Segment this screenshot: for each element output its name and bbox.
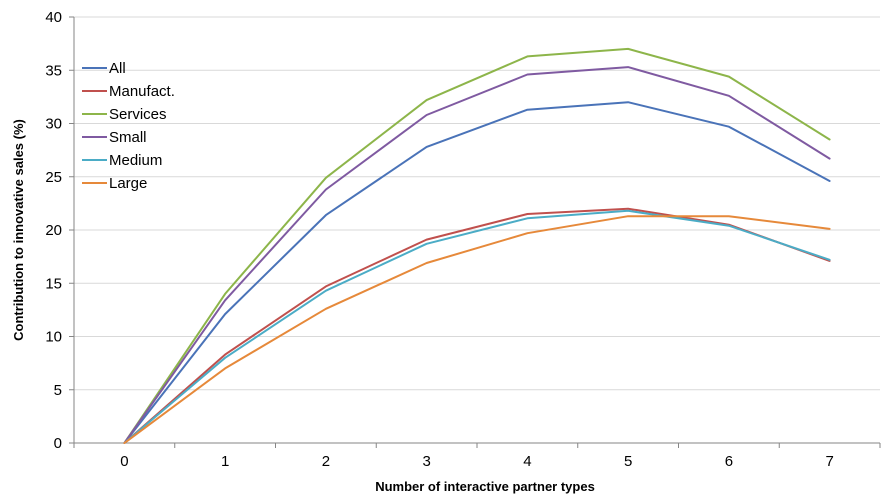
y-tick-label: 0 — [54, 435, 62, 452]
y-tick-label: 40 — [45, 9, 62, 26]
x-tick-label: 6 — [725, 453, 733, 470]
y-tick-label: 15 — [45, 275, 62, 292]
legend-label: All — [109, 60, 126, 77]
x-tick-label: 4 — [523, 453, 531, 470]
series-line-medium — [123, 209, 831, 444]
y-tick-label: 25 — [45, 169, 62, 186]
x-tick-label: 7 — [825, 453, 833, 470]
y-tick-label: 35 — [45, 62, 62, 79]
series-line-all — [123, 101, 831, 444]
x-axis-title: Number of interactive partner types — [375, 479, 595, 494]
legend-label: Large — [109, 175, 147, 192]
series-line-services — [123, 47, 831, 444]
x-tick-label: 2 — [322, 453, 330, 470]
y-tick-label: 5 — [54, 382, 62, 399]
y-tick-label: 20 — [45, 222, 62, 239]
y-tick-label: 10 — [45, 329, 62, 346]
y-tick-label: 30 — [45, 116, 62, 133]
series-lines — [123, 47, 831, 444]
y-axis-title: Contribution to innovative sales (%) — [11, 119, 26, 341]
x-tick-label: 5 — [624, 453, 632, 470]
axes: 0 5 10 15 20 25 30 35 40 0 1 2 3 4 5 6 7 — [45, 9, 881, 470]
legend-label: Manufact. — [109, 83, 175, 100]
x-tick-label: 1 — [221, 453, 229, 470]
legend-label: Small — [109, 129, 147, 146]
legend-label: Medium — [109, 152, 162, 169]
x-tick-label: 3 — [422, 453, 430, 470]
series-line-manufact — [123, 207, 831, 444]
series-line-large — [123, 215, 831, 444]
gridlines — [74, 16, 880, 391]
legend-label: Services — [109, 106, 167, 123]
series-line-small — [123, 66, 831, 444]
x-tick-label: 0 — [120, 453, 128, 470]
legend: All Manufact. Services Small Medium Large — [82, 60, 175, 192]
